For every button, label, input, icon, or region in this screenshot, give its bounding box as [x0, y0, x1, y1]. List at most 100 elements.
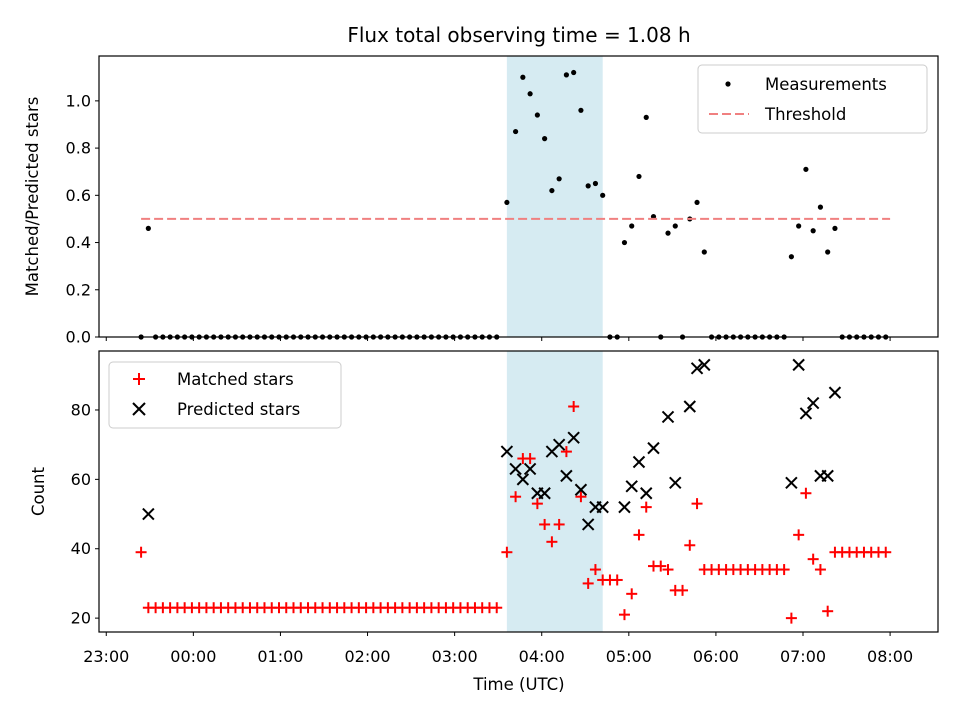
predicted-marker-b — [574, 483, 588, 496]
predicted-marker-b — [661, 410, 675, 424]
predicted-star-point — [560, 469, 573, 483]
predicted-marker-b — [567, 431, 580, 444]
measurement-point — [563, 72, 570, 78]
matched-star-point — [539, 518, 551, 530]
predicted-star-point — [596, 500, 609, 514]
predicted-star-point — [523, 462, 537, 476]
y-tick-label: 0.0 — [66, 328, 91, 347]
predicted-star-point — [581, 518, 595, 531]
matched-star-point — [800, 487, 812, 499]
matched-star-point — [778, 564, 790, 576]
x-tick-label: 02:00 — [344, 647, 390, 666]
predicted-star-point — [632, 455, 646, 469]
measurement-point — [542, 136, 548, 142]
predicted-star-point — [509, 462, 522, 476]
measurement-point — [694, 199, 700, 206]
top-y-axis-label: Matched/Predicted stars — [23, 97, 42, 297]
y-tick-label: 0.8 — [66, 139, 91, 158]
x-tick-label: 07:00 — [780, 647, 826, 666]
predicted-star-point — [538, 487, 551, 500]
predicted-marker-b — [690, 362, 704, 375]
matched-star-point — [546, 536, 558, 548]
measurement-point — [629, 223, 635, 229]
y-tick-label: 0.4 — [66, 233, 91, 252]
bottom-legend-box — [108, 361, 342, 429]
predicted-marker-b — [799, 407, 813, 420]
x-tick-label: 04:00 — [519, 647, 565, 666]
matched-star-point — [793, 529, 805, 541]
legend-predicted-label: Predicted stars — [177, 400, 300, 419]
predicted-star-points — [142, 358, 842, 531]
matched-star-point — [560, 446, 572, 458]
predicted-star-point — [647, 441, 660, 455]
predicted-marker-b — [821, 469, 834, 483]
measurement-point — [512, 128, 519, 135]
matched-star-point — [568, 401, 580, 413]
predicted-marker-b — [806, 396, 820, 410]
y-tick-label: 40 — [71, 539, 91, 558]
y-tick-label: 1.0 — [66, 91, 91, 110]
bottom-y-axis-label: Count — [29, 466, 48, 516]
top-y-ticks: 0.0 0.2 0.4 0.6 0.8 1.0 — [66, 91, 99, 347]
matched-star-point — [553, 518, 565, 530]
top-axes-frame — [98, 55, 939, 338]
predicted-marker-b — [516, 473, 530, 486]
bottom-axes-frame — [98, 350, 939, 633]
predicted-marker-b — [523, 462, 537, 476]
measurement-point — [534, 112, 540, 118]
matched-star-point — [589, 564, 601, 576]
predicted-star-point — [690, 362, 704, 375]
predicted-marker-b — [828, 386, 842, 399]
predicted-marker-b — [538, 487, 551, 500]
measurement-point — [810, 228, 816, 234]
matched-star-point — [611, 574, 623, 586]
y-tick-label: 20 — [71, 609, 91, 628]
x-tick-label: 05:00 — [606, 647, 652, 666]
matched-star-point — [807, 553, 819, 565]
legend-measurements-marker — [725, 81, 731, 87]
y-tick-label: 60 — [71, 470, 91, 489]
matched-star-point — [691, 498, 703, 510]
measurement-point — [600, 192, 606, 198]
top-highlight-span — [506, 56, 603, 337]
predicted-star-point — [698, 358, 711, 372]
predicted-marker-b — [792, 358, 805, 372]
top-x-ticks — [105, 337, 891, 341]
measurement-point — [621, 239, 628, 246]
predicted-marker-b — [560, 469, 573, 483]
predicted-marker-b — [785, 476, 798, 490]
predicted-star-point — [567, 431, 580, 444]
chart-title: Flux total observing time = 1.08 h — [347, 23, 690, 47]
matched-star-points — [135, 401, 892, 624]
matched-star-point — [633, 529, 645, 541]
predicted-star-point — [669, 476, 682, 490]
predicted-star-point — [821, 469, 834, 483]
bottom-y-ticks: 20 40 60 80 — [71, 400, 99, 628]
predicted-star-point — [828, 386, 842, 399]
y-tick-label: 0.6 — [66, 186, 91, 205]
predicted-star-point — [785, 476, 798, 490]
predicted-marker-b — [142, 507, 155, 521]
measurement-point — [145, 225, 151, 231]
matched-star-point — [531, 498, 543, 510]
matched-star-point — [524, 453, 536, 465]
matched-star-point — [618, 609, 630, 621]
measurement-point — [571, 69, 577, 76]
predicted-star-point — [799, 407, 813, 420]
measurement-point — [504, 199, 510, 206]
measurement-point — [788, 254, 794, 260]
legend-matched-label: Matched stars — [177, 370, 294, 389]
measurement-point — [585, 183, 591, 189]
measurement-point — [796, 223, 802, 229]
top-legend-box — [697, 64, 928, 134]
legend-predicted-marker — [132, 402, 146, 416]
x-tick-label: 00:00 — [170, 647, 216, 666]
matched-star-point — [510, 491, 522, 503]
matched-star-point — [655, 560, 667, 572]
predicted-marker-b — [698, 358, 711, 372]
matched-star-point — [582, 577, 594, 589]
y-tick-label: 80 — [71, 400, 91, 419]
predicted-star-point — [574, 483, 588, 496]
matched-star-point — [814, 564, 826, 576]
measurement-point — [665, 230, 671, 236]
